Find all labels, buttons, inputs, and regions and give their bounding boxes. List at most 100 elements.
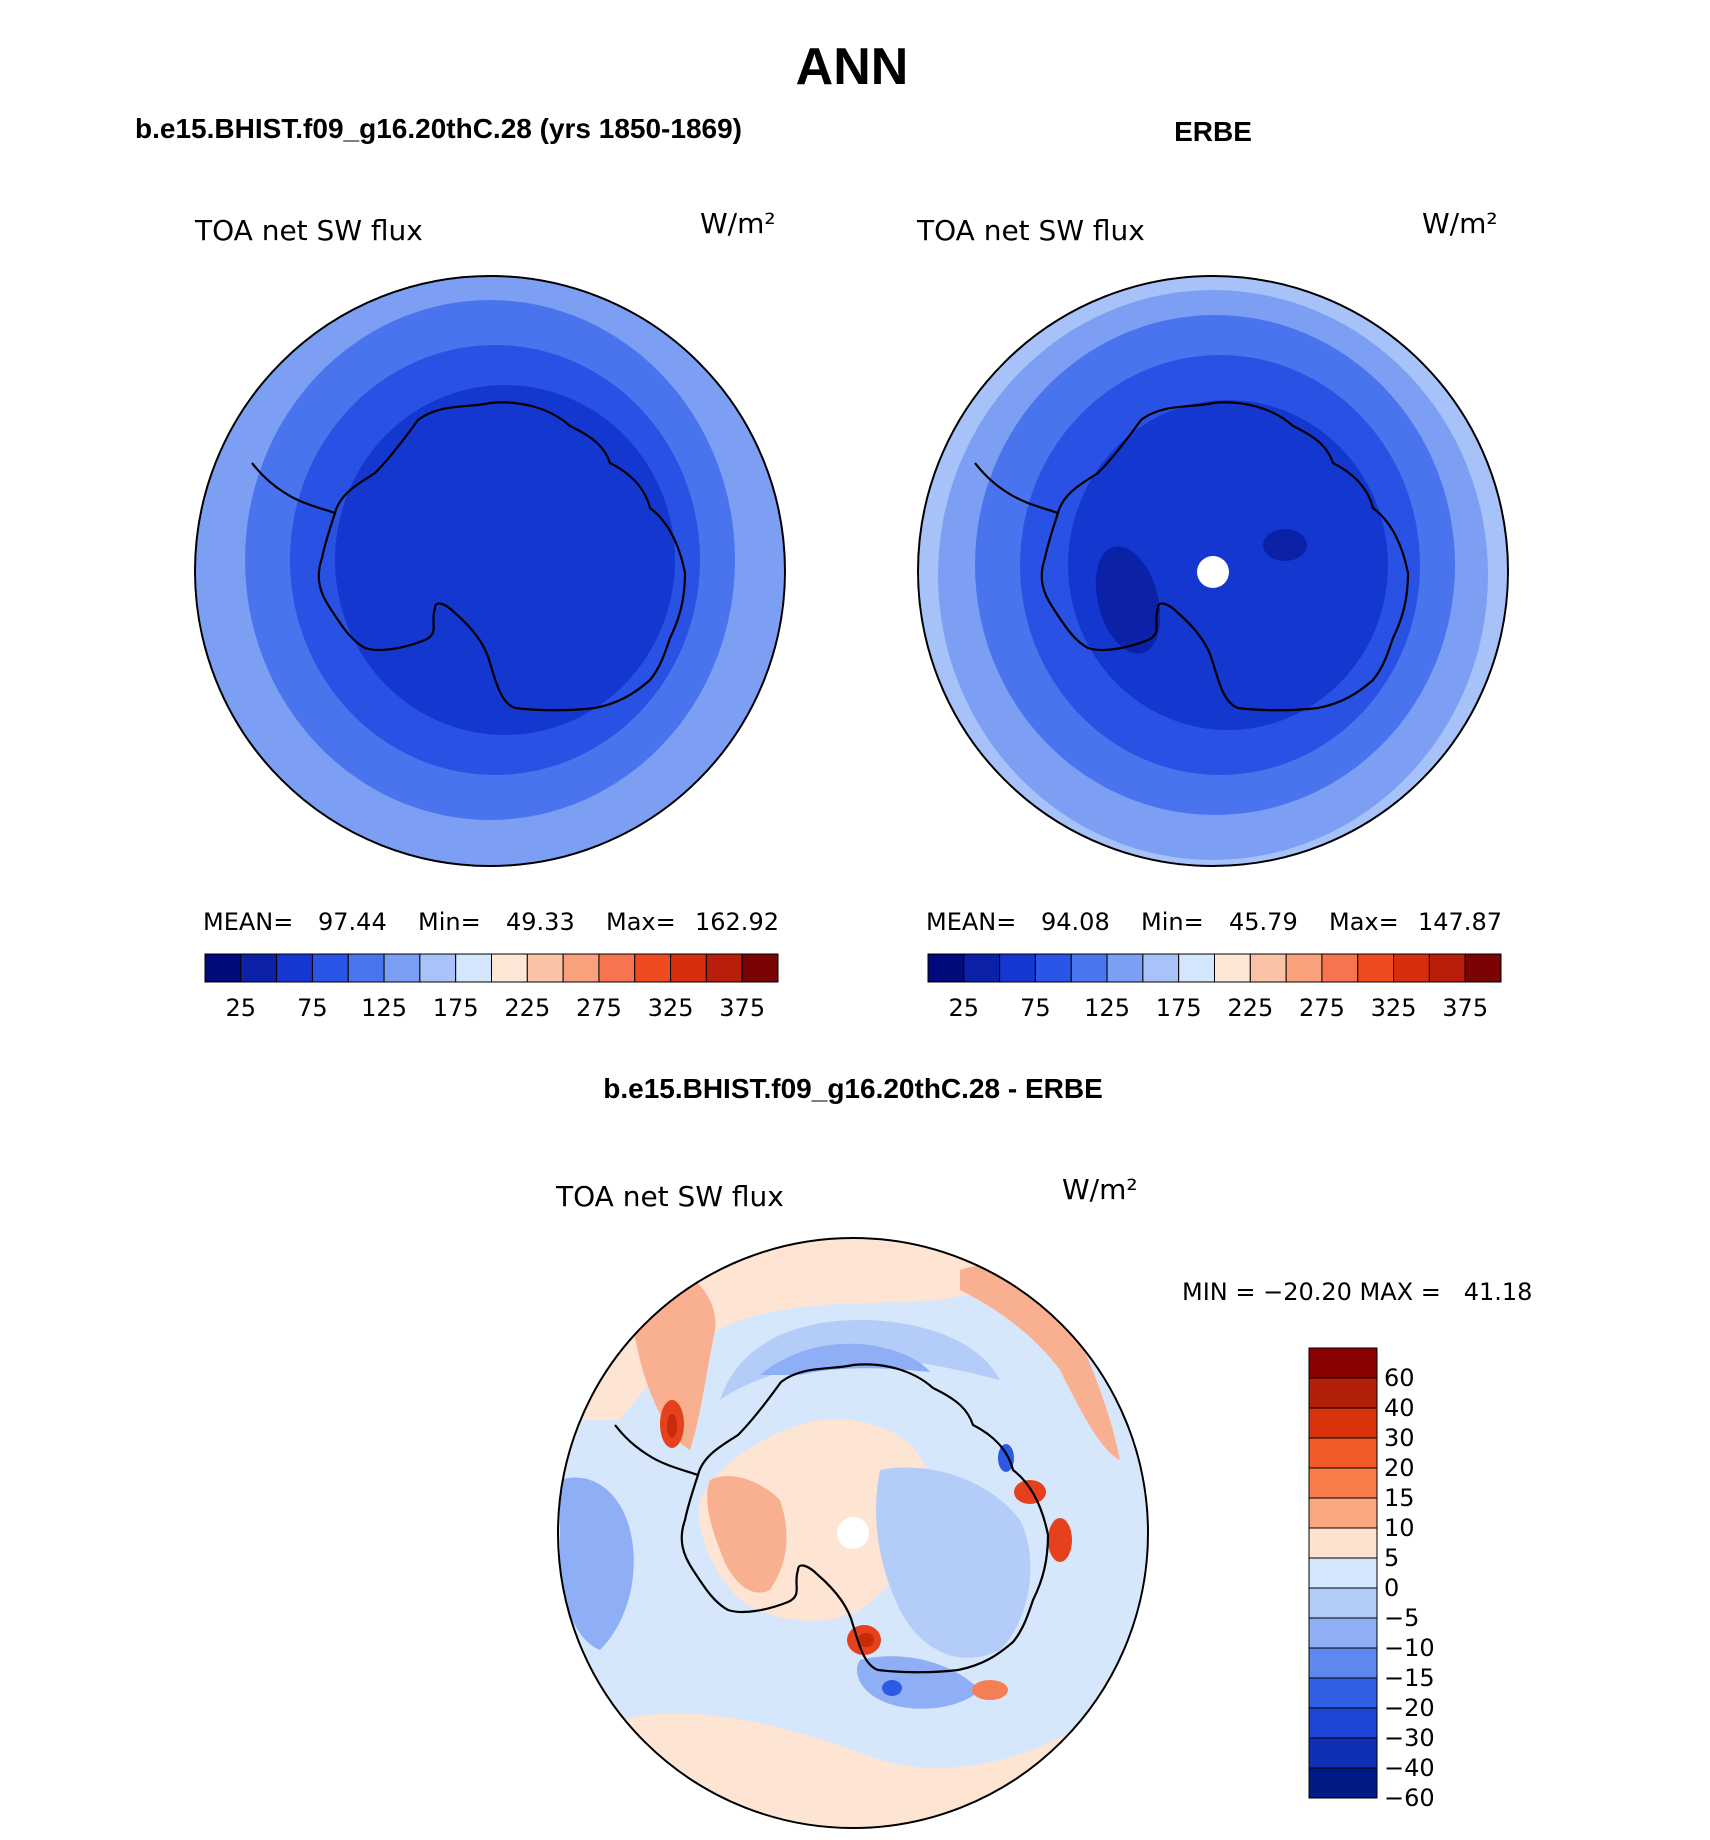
stats-obs-max-label: Max= (1329, 908, 1399, 936)
colorbar-obs-swatch (1285, 953, 1323, 983)
colorbar-diff-swatch (1308, 1767, 1378, 1799)
stats-obs-mean-label: MEAN= (926, 908, 1016, 936)
colorbar-model-swatch (311, 953, 349, 983)
diff-hotspot-3 (1014, 1480, 1046, 1504)
colorbar-diff-tick-label: 10 (1384, 1514, 1415, 1542)
colorbar-obs-swatch (963, 953, 1001, 983)
map-model-field-band-3 (335, 385, 675, 735)
diff-region-cool-south (856, 1656, 980, 1709)
map-diff-missing-pole (837, 1517, 869, 1549)
colorbar-obs-tick-label: 225 (1227, 994, 1273, 1022)
colorbar-diff-swatch (1308, 1377, 1378, 1409)
panel-obs-units: W/m² (1422, 207, 1498, 240)
stats-model-min-label: Min= (418, 908, 481, 936)
stats-obs: MEAN= 94.08 Min= 45.79 Max= 147.87 (926, 908, 1502, 936)
stats-obs-max: 147.87 (1418, 908, 1502, 936)
diff-coldspot-2 (882, 1680, 902, 1696)
colorbar-model-swatch (383, 953, 421, 983)
colorbar-obs-tick-label: 375 (1442, 994, 1488, 1022)
panel-obs: ERBE TOA net SW flux W/m² MEAN= 94.08 Mi… (916, 116, 1509, 1022)
colorbar-model-tick-label: 225 (504, 994, 550, 1022)
colorbar-model: 25 75 125 175 225 275 325 375 (204, 953, 779, 1022)
colorbar-model-tick-label: 375 (719, 994, 765, 1022)
diff-hotspot-2 (667, 1414, 677, 1438)
stats-model-mean-label: MEAN= (203, 908, 293, 936)
colorbar-model-tick-label: 125 (361, 994, 407, 1022)
panel-diff-units: W/m² (1062, 1173, 1138, 1206)
stats-obs-min: 45.79 (1229, 908, 1298, 936)
diff-region-cool-east (876, 1467, 1031, 1658)
stats-obs-min-label: Min= (1141, 908, 1204, 936)
colorbar-diff-swatch (1308, 1707, 1378, 1739)
stats-obs-mean: 94.08 (1041, 908, 1110, 936)
colorbar-model-swatch (455, 953, 492, 983)
colorbar-diff-tick-label: 60 (1384, 1364, 1415, 1392)
colorbar-diff-swatch (1308, 1347, 1378, 1379)
colorbar-obs-swatch (1214, 953, 1251, 983)
colorbar-obs-swatch (927, 953, 965, 983)
colorbar-obs-swatch (999, 953, 1036, 983)
colorbar-diff-tick-label: −15 (1384, 1664, 1435, 1692)
colorbar-diff-swatch (1308, 1557, 1378, 1589)
diff-coldspot-1 (998, 1444, 1014, 1472)
colorbar-model-swatch (526, 953, 564, 983)
colorbar-diff-swatch (1308, 1437, 1378, 1469)
colorbar-diff-tick-label: −30 (1384, 1724, 1435, 1752)
colorbar-model-swatch (741, 953, 779, 983)
colorbar-obs-tick-label: 175 (1156, 994, 1202, 1022)
colorbar-model-swatch (670, 953, 707, 983)
stats-model: MEAN= 97.44 Min= 49.33 Max= 162.92 (203, 908, 779, 936)
colorbar-diff-swatch (1308, 1467, 1378, 1499)
map-model-border (194, 275, 786, 867)
map-obs (918, 276, 1508, 866)
map-obs-missing-pole (1197, 556, 1229, 588)
colorbar-model-swatch (347, 953, 385, 983)
colorbar-obs-swatch (1178, 953, 1215, 983)
map-diff-border (557, 1237, 1149, 1829)
colorbar-diff-tick-label: −5 (1384, 1604, 1419, 1632)
colorbar-model-swatch (204, 953, 242, 983)
colorbar-model-swatch (562, 953, 600, 983)
colorbar-diff-swatch (1308, 1677, 1378, 1709)
diff-hotspot-6 (858, 1633, 874, 1647)
colorbar-obs-tick-label: 125 (1084, 994, 1130, 1022)
colorbar-obs-swatch (1106, 953, 1144, 983)
colorbar-diff-swatch (1308, 1647, 1378, 1679)
diff-hotspot-4 (1048, 1518, 1072, 1562)
colorbar-diff-swatch (1308, 1527, 1378, 1559)
colorbar-diff-swatch (1308, 1737, 1378, 1769)
panel-diff-variable: TOA net SW flux (555, 1180, 784, 1213)
colorbar-model-swatch (705, 953, 743, 983)
colorbar-obs: 25 75 125 175 225 275 325 375 (927, 953, 1502, 1022)
colorbar-model-tick-label: 175 (433, 994, 479, 1022)
colorbar-model-swatch (634, 953, 672, 983)
stats-model-max-label: Max= (606, 908, 676, 936)
map-diff (558, 1238, 1148, 1828)
diff-hotspot-7 (972, 1680, 1008, 1700)
colorbar-obs-swatch (1464, 953, 1502, 983)
diff-region-warm-peninsula (707, 1476, 787, 1593)
colorbar-diff-swatch (1308, 1587, 1378, 1619)
colorbar-diff-tick-label: 15 (1384, 1484, 1415, 1512)
map-obs-border (917, 275, 1509, 867)
diff-region-cool-ring (720, 1320, 1000, 1400)
panel-diff-title: b.e15.BHIST.f09_g16.20thC.28 - ERBE (603, 1073, 1103, 1104)
colorbar-diff-tick-label: 30 (1384, 1424, 1415, 1452)
colorbar-diff-swatch (1308, 1497, 1378, 1529)
colorbar-model-swatch (598, 953, 636, 983)
colorbar-diff-tick-label: −40 (1384, 1754, 1435, 1782)
colorbar-obs-swatch (1070, 953, 1108, 983)
stats-model-mean: 97.44 (318, 908, 387, 936)
colorbar-diff-swatch (1308, 1617, 1378, 1649)
colorbar-obs-swatch (1142, 953, 1180, 983)
colorbar-diff-swatch (1308, 1407, 1378, 1439)
colorbar-model-tick-label: 25 (226, 994, 257, 1022)
colorbar-obs-swatch (1321, 953, 1359, 983)
colorbar-model-swatch (276, 953, 313, 983)
colorbar-model-swatch (240, 953, 278, 983)
diff-min-max: MIN = −20.20 MAX = 41.18 (1182, 1278, 1532, 1306)
colorbar-diff-tick-label: 0 (1384, 1574, 1399, 1602)
colorbar-model-swatch (419, 953, 457, 983)
map-obs-field-min-1 (1095, 546, 1161, 654)
